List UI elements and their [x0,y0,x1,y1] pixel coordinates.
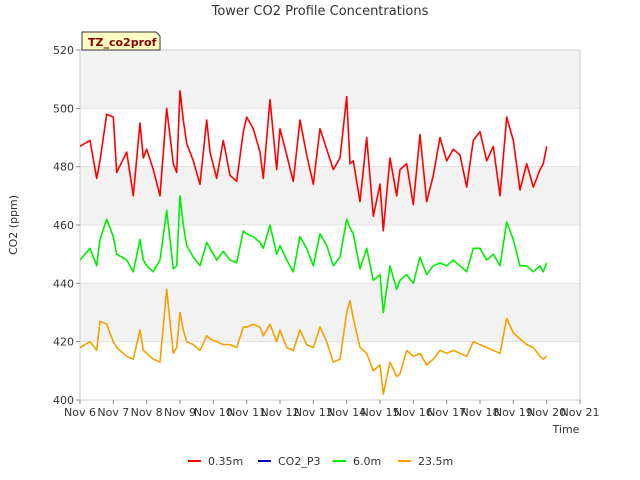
series-line-0.35m [79,90,548,232]
x-tick-label: Nov 11 [227,406,266,419]
x-tick-label: Nov 13 [294,406,333,419]
series-lines [79,90,548,396]
x-tick-label: Nov 10 [194,406,233,419]
x-tick-label: Nov 19 [494,406,533,419]
x-tick-label: Nov 7 [97,406,129,419]
x-axis-label: Time [552,423,580,436]
series-line-23.5m [79,288,548,396]
x-tick-label: Nov 20 [527,406,566,419]
x-tick-label: Nov 8 [131,406,163,419]
y-tick-label: 500 [53,102,74,115]
y-axis-ticks: 400 420 440 460 480 500 520 [53,44,80,407]
series-tag: TZ_co2prof [81,31,161,51]
legend-entry-label: CO2_P3 [278,455,320,468]
series-tag-label: TZ_co2prof [88,36,157,49]
x-tick-label: Nov 16 [394,406,433,419]
x-tick-label: Nov 18 [461,406,500,419]
x-tick-label: Nov 6 [64,406,96,419]
series-tag-box [81,31,161,51]
x-tick-label: Nov 17 [427,406,466,419]
legend: 0.35m CO2_P3 6.0m 23.5m [188,455,453,468]
series-line-6.0m [79,195,548,314]
x-tick-label: Nov 14 [327,406,366,419]
y-tick-label: 520 [53,44,74,57]
plot-band [80,50,580,109]
x-tick-label: Nov 21 [561,406,600,419]
y-tick-label: 440 [53,277,74,290]
y-tick-label: 400 [53,394,74,407]
x-tick-label: Nov 15 [361,406,400,419]
chart-title: Tower CO2 Profile Concentrations [211,4,429,19]
y-tick-label: 420 [53,336,74,349]
legend-entry-label: 6.0m [353,455,381,468]
y-tick-label: 480 [53,161,74,174]
plot-band [80,283,580,342]
y-tick-label: 460 [53,219,74,232]
x-tick-label: Nov 9 [164,406,196,419]
legend-entry-label: 0.35m [208,455,243,468]
legend-entry-label: 23.5m [418,455,453,468]
y-axis-label: CO2 (ppm) [7,195,20,255]
x-tick-label: Nov 12 [261,406,300,419]
